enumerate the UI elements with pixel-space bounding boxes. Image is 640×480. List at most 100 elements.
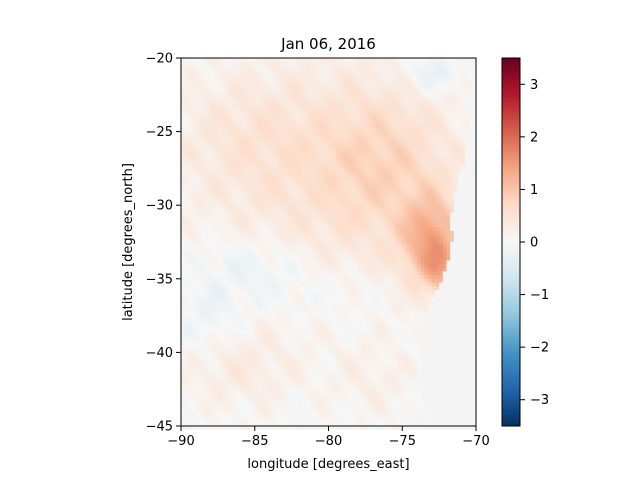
- heatmap-cell: [335, 72, 340, 77]
- heatmap-cell: [354, 116, 359, 121]
- heatmap-cell: [450, 142, 455, 147]
- heatmap-cell: [369, 87, 374, 92]
- heatmap-cell: [199, 91, 204, 96]
- heatmap-cell: [273, 120, 278, 125]
- heatmap-cell: [214, 260, 219, 265]
- heatmap-cell: [295, 94, 300, 99]
- heatmap-cell: [295, 197, 300, 202]
- heatmap-cell: [199, 205, 204, 210]
- heatmap-cell: [424, 150, 429, 155]
- heatmap-cell: [365, 69, 370, 74]
- heatmap-cell: [354, 98, 359, 103]
- heatmap-cell: [217, 260, 222, 265]
- heatmap-cell: [217, 131, 222, 136]
- heatmap-cell: [361, 271, 366, 276]
- heatmap-cell: [258, 153, 263, 158]
- heatmap-cell: [247, 197, 252, 202]
- heatmap-cell: [350, 242, 355, 247]
- heatmap-cell: [225, 223, 230, 228]
- heatmap-cell: [284, 234, 289, 239]
- heatmap-cell: [232, 76, 237, 81]
- heatmap-cell: [317, 282, 322, 287]
- heatmap-cell: [254, 120, 259, 125]
- heatmap-cell: [321, 157, 326, 162]
- land-cell: [468, 105, 473, 110]
- land-cell: [450, 256, 455, 261]
- heatmap-cell: [251, 201, 256, 206]
- heatmap-cell: [372, 120, 377, 125]
- heatmap-cell: [258, 183, 263, 188]
- heatmap-cell: [391, 205, 396, 210]
- heatmap-cell: [306, 138, 311, 144]
- heatmap-cell: [243, 234, 248, 239]
- heatmap-cell: [181, 65, 186, 70]
- heatmap-cell: [372, 271, 377, 276]
- heatmap-cell: [280, 216, 285, 221]
- heatmap-cell: [269, 208, 274, 213]
- heatmap-cell: [214, 116, 219, 121]
- heatmap-cell: [240, 197, 245, 202]
- heatmap-cell: [302, 219, 307, 224]
- heatmap-cell: [453, 172, 458, 177]
- heatmap-cell: [409, 190, 414, 195]
- heatmap-cell: [206, 61, 211, 66]
- heatmap-cell: [365, 94, 370, 99]
- heatmap-cell: [276, 260, 281, 265]
- heatmap-cell: [313, 282, 318, 287]
- heatmap-cell: [358, 223, 363, 228]
- heatmap-cell: [287, 186, 293, 191]
- heatmap-cell: [328, 120, 333, 125]
- heatmap-cell: [402, 208, 407, 213]
- heatmap-cell: [457, 131, 462, 136]
- heatmap-cell: [269, 98, 274, 103]
- heatmap-cell: [217, 282, 222, 287]
- heatmap-cell: [420, 256, 425, 261]
- heatmap-cell: [417, 242, 422, 247]
- heatmap-cell: [302, 105, 307, 110]
- heatmap-cell: [262, 142, 267, 147]
- heatmap-cell: [214, 135, 219, 140]
- heatmap-cell: [457, 109, 462, 114]
- heatmap-cell: [265, 212, 270, 217]
- heatmap-cell: [225, 105, 230, 110]
- heatmap-cell: [217, 175, 222, 180]
- heatmap-cell: [199, 216, 204, 221]
- heatmap-cell: [299, 65, 304, 70]
- heatmap-cell: [346, 164, 352, 169]
- heatmap-cell: [424, 124, 429, 129]
- heatmap-cell: [402, 113, 407, 118]
- heatmap-cell: [313, 205, 318, 210]
- heatmap-cell: [280, 146, 285, 151]
- heatmap-cell: [391, 253, 396, 258]
- heatmap-cell: [369, 168, 374, 173]
- heatmap-cell: [262, 183, 267, 188]
- heatmap-cell: [284, 146, 289, 151]
- heatmap-cell: [195, 234, 200, 239]
- heatmap-cell: [299, 286, 304, 291]
- heatmap-cell: [405, 260, 411, 265]
- heatmap-cell: [214, 282, 219, 287]
- heatmap-cell: [269, 238, 274, 243]
- heatmap-cell: [383, 234, 388, 239]
- heatmap-cell: [380, 230, 385, 236]
- heatmap-cell: [409, 76, 414, 81]
- heatmap-cell: [280, 58, 285, 63]
- heatmap-cell: [343, 260, 348, 265]
- heatmap-cell: [464, 135, 470, 140]
- heatmap-cell: [398, 183, 403, 188]
- heatmap-cell: [240, 83, 245, 88]
- heatmap-cell: [402, 267, 407, 272]
- heatmap-cell: [214, 124, 219, 129]
- heatmap-cell: [206, 183, 211, 188]
- heatmap-cell: [394, 205, 399, 210]
- heatmap-cell: [435, 216, 440, 221]
- heatmap-cell: [428, 197, 433, 202]
- heatmap-cell: [339, 164, 344, 169]
- heatmap-cell: [350, 275, 355, 280]
- heatmap-cell: [354, 146, 359, 151]
- land-cell: [472, 223, 477, 228]
- land-cell: [472, 72, 477, 77]
- heatmap-cell: [192, 223, 197, 228]
- heatmap-cell: [365, 161, 370, 166]
- heatmap-cell: [435, 179, 440, 184]
